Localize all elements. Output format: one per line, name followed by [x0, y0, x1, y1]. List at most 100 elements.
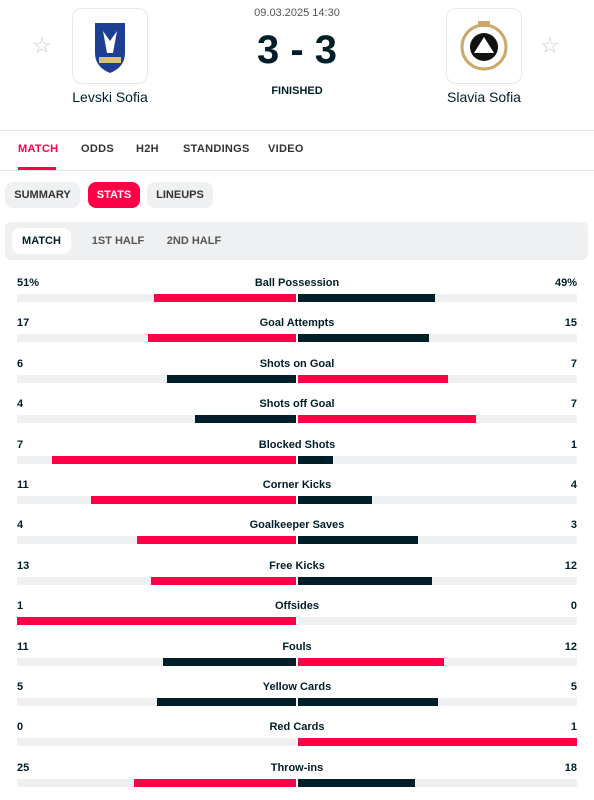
home-value: 5: [17, 681, 24, 693]
bar-track: [17, 415, 296, 424]
match-datetime: 09.03.2025 14:30: [254, 7, 340, 19]
period-tab[interactable]: 1ST HALF: [91, 235, 145, 247]
home-bar: [167, 374, 296, 383]
bar-track: [17, 778, 296, 787]
away-bar: [298, 496, 373, 504]
bar-track: [17, 576, 296, 585]
away-value: 12: [564, 640, 577, 653]
home-team[interactable]: Levski Sofia: [72, 89, 148, 105]
away-value: 7: [570, 398, 577, 411]
away-value: 15: [564, 317, 577, 330]
away-score: 3: [314, 28, 338, 72]
away-team[interactable]: Slavia Sofia: [447, 89, 521, 105]
home-value: 4: [17, 398, 24, 411]
home-logo[interactable]: [72, 8, 148, 84]
bar-track: [17, 698, 296, 706]
away-bar: [298, 738, 577, 747]
home-value: 17: [17, 317, 30, 330]
away-bar: [298, 576, 432, 585]
stat-name: Goal Attempts: [259, 317, 335, 330]
home-value: 4: [17, 519, 24, 532]
away-value: 3: [570, 519, 577, 532]
stat-name: Corner Kicks: [262, 479, 332, 491]
home-value: 1: [17, 600, 24, 613]
emblem: [474, 37, 494, 53]
bar-track: [298, 657, 577, 666]
home-bar: [153, 294, 296, 302]
bar-track: [17, 738, 296, 747]
bar-track: [298, 415, 577, 424]
home-bar: [136, 536, 296, 545]
home-bar: [17, 617, 296, 626]
home-value: 13: [17, 559, 30, 572]
favorite-star[interactable]: ☆: [540, 33, 560, 58]
bar-track: [298, 374, 577, 383]
home-bar: [133, 778, 296, 787]
away-value: 4: [570, 479, 577, 491]
home-bar: [91, 496, 296, 504]
stat-name: Shots off Goal: [259, 398, 335, 411]
away-bar: [298, 334, 429, 343]
home-value: 0: [17, 721, 24, 734]
away-value: 12: [564, 559, 577, 572]
bar-track: [298, 294, 577, 302]
bar-track: [298, 576, 577, 585]
period-tab[interactable]: MATCH: [12, 228, 71, 254]
stat-name: Ball Possession: [254, 277, 340, 289]
away-value: 1: [570, 438, 577, 451]
nav-tab[interactable]: VIDEO: [268, 143, 304, 155]
away-bar: [298, 778, 415, 787]
sub-tabs: SUMMARY STATS LINEUPS: [0, 182, 594, 208]
bar-track: [17, 455, 296, 464]
home-value: 51%: [17, 277, 40, 289]
score-separator: -: [290, 28, 304, 72]
stat-name: Goalkeeper Saves: [249, 519, 345, 532]
home-score: 3: [256, 28, 280, 72]
home-value: 11: [17, 640, 29, 653]
bar-track: [298, 455, 577, 464]
bar-track: [298, 698, 577, 706]
away-bar: [298, 698, 438, 706]
bar-track: [17, 334, 296, 343]
stat-name: Fouls: [282, 640, 312, 653]
away-bar: [298, 536, 418, 545]
bar-track: [298, 617, 577, 626]
sub-tab[interactable]: LINEUPS: [147, 182, 213, 208]
away-value: 1: [570, 721, 577, 734]
bar-track: [17, 617, 296, 626]
nav-tab[interactable]: STANDINGS: [183, 143, 250, 155]
period-tab[interactable]: 2ND HALF: [166, 235, 222, 247]
away-value: 49%: [554, 277, 577, 289]
nav-tab[interactable]: MATCH: [18, 143, 59, 155]
away-value: 7: [570, 357, 577, 370]
nav-tab[interactable]: H2H: [136, 143, 159, 155]
period-tabs: MATCH 1ST HALF 2ND HALF: [5, 228, 588, 254]
sub-tab[interactable]: SUMMARY: [5, 182, 80, 208]
away-bar: [298, 374, 449, 383]
sub-tab[interactable]: STATS: [88, 182, 140, 208]
bar-track: [298, 738, 577, 747]
home-bar: [156, 698, 296, 706]
home-bar: [51, 455, 296, 464]
home-value: 25: [17, 761, 30, 774]
home-value: 6: [17, 357, 24, 370]
match-status: FINISHED: [271, 85, 323, 97]
favorite-star[interactable]: ☆: [32, 33, 52, 58]
away-bar: [298, 294, 435, 302]
stat-name: Shots on Goal: [259, 357, 335, 370]
away-value: 18: [564, 761, 577, 774]
home-value: 11: [17, 479, 29, 491]
score: 3 - 3: [197, 28, 397, 72]
nav-tab[interactable]: ODDS: [81, 143, 114, 155]
home-bar: [194, 415, 296, 424]
bar-track: [298, 496, 577, 504]
bar-track: [17, 657, 296, 666]
away-bar: [298, 415, 476, 424]
logo-art: [95, 23, 125, 73]
nav-tabs: MATCH ODDS H2H STANDINGS VIDEO: [0, 130, 594, 170]
bar-track: [17, 374, 296, 383]
bar-track: [17, 496, 296, 504]
away-logo[interactable]: [446, 8, 522, 84]
